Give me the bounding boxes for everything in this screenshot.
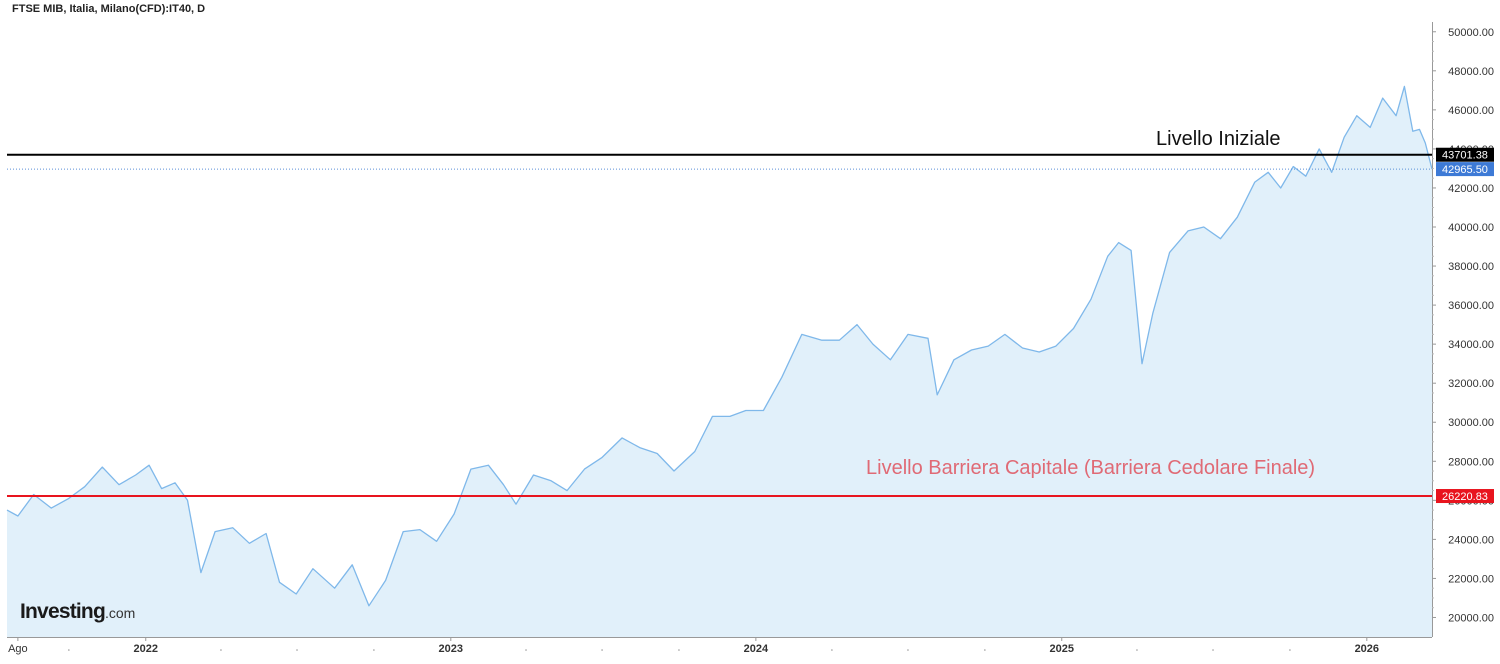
- initial-level-badge-box: [1436, 147, 1494, 162]
- y-tick-label: 38000.00: [1448, 261, 1494, 273]
- last-price-badge-box: [1436, 162, 1494, 177]
- x-minor-dot: [525, 649, 527, 651]
- brand-name: Investing: [20, 600, 106, 623]
- investing-logo: Investing.com: [20, 600, 135, 624]
- x-minor-dot: [1136, 649, 1138, 651]
- barrier-level-badge-box: [1436, 489, 1494, 504]
- x-minor-dot: [907, 649, 909, 651]
- chart-title: FTSE MIB, Italia, Milano(CFD):IT40, D: [12, 3, 206, 15]
- y-tick-label: 36000.00: [1448, 300, 1494, 312]
- x-minor-dot: [678, 649, 680, 651]
- last-price-badge-label: 42965.50: [1442, 164, 1488, 176]
- y-tick-label: 22000.00: [1448, 573, 1494, 585]
- x-minor-dot: [220, 649, 222, 651]
- x-minor-dot: [831, 649, 833, 651]
- x-minor-dot: [601, 649, 603, 651]
- y-tick-label: 40000.00: [1448, 222, 1494, 234]
- initial-level-annotation: Livello Iniziale: [1156, 128, 1281, 150]
- y-tick-label: 42000.00: [1448, 183, 1494, 195]
- barrier-level-badge-label: 26220.83: [1442, 491, 1488, 503]
- x-minor-dot: [1289, 649, 1291, 651]
- initial-level-badge-label: 43701.38: [1442, 150, 1488, 162]
- y-tick-label: 48000.00: [1448, 66, 1494, 78]
- x-tick-label: Ago: [8, 643, 28, 655]
- y-tick-label: 50000.00: [1448, 27, 1494, 39]
- x-minor-dot: [296, 649, 298, 651]
- barrier-level-annotation: Livello Barriera Capitale (Barriera Cedo…: [866, 457, 1316, 479]
- x-minor-dot: [984, 649, 986, 651]
- x-minor-dot: [68, 649, 70, 651]
- x-minor-dot: [373, 649, 375, 651]
- y-tick-label: 24000.00: [1448, 534, 1494, 546]
- price-area-fill: [7, 86, 1432, 637]
- y-tick-label: 28000.00: [1448, 456, 1494, 468]
- y-tick-label: 30000.00: [1448, 417, 1494, 429]
- y-tick-label: 20000.00: [1448, 612, 1494, 624]
- y-tick-label: 46000.00: [1448, 105, 1494, 117]
- x-tick-label: 2025: [1050, 643, 1074, 655]
- price-line: [6, 85, 1433, 607]
- x-tick-label: 2022: [133, 643, 157, 655]
- x-tick-label: 2026: [1355, 643, 1379, 655]
- y-tick-label: 34000.00: [1448, 339, 1494, 351]
- y-tick-label: 32000.00: [1448, 378, 1494, 390]
- x-minor-dot: [1212, 649, 1214, 651]
- x-tick-label: 2024: [744, 643, 769, 655]
- x-tick-label: 2023: [439, 643, 463, 655]
- brand-suffix: .com: [104, 605, 136, 621]
